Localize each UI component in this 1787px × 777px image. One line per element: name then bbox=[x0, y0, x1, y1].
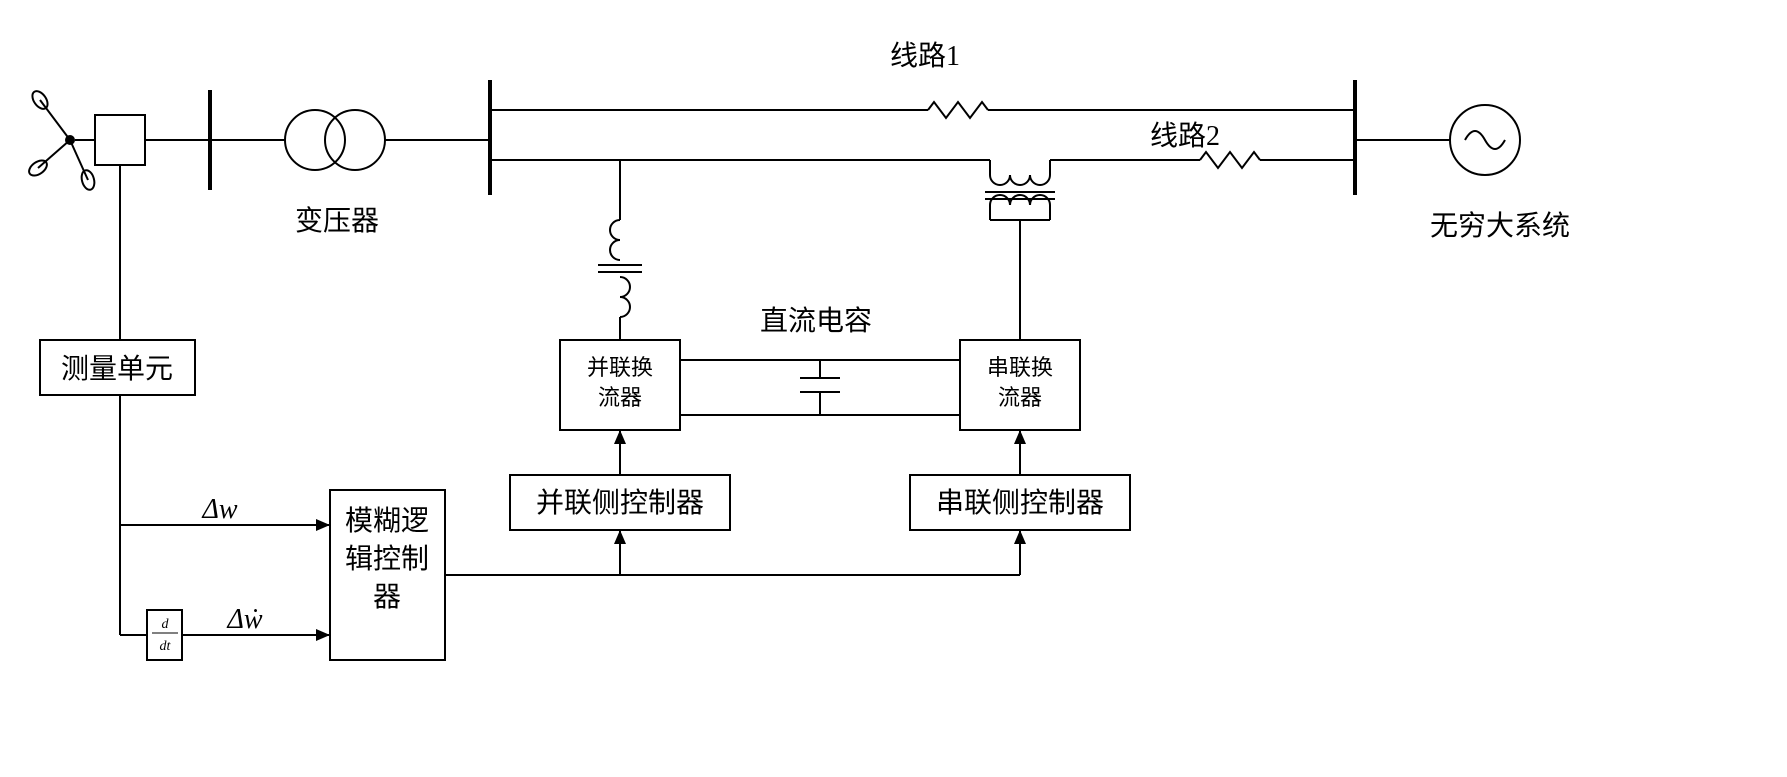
fuzzy-label-2: 辑控制 bbox=[345, 543, 429, 575]
dc-capacitor-label: 直流电容 bbox=[760, 305, 872, 337]
shunt-converter-label-1: 并联换 bbox=[587, 355, 653, 380]
shunt-coupling-transformer bbox=[598, 160, 642, 340]
deriv-numerator: d bbox=[162, 617, 170, 632]
fuzzy-label-3: 器 bbox=[373, 582, 401, 613]
series-converter-label-1: 串联换 bbox=[987, 355, 1053, 380]
transformer-icon bbox=[210, 110, 490, 170]
transformer-label: 变压器 bbox=[295, 205, 379, 237]
shunt-converter-label-2: 流器 bbox=[598, 385, 642, 410]
infinite-system-label: 无穷大系统 bbox=[1430, 210, 1570, 242]
fuzzy-label-1: 模糊逻 bbox=[345, 505, 429, 537]
series-controller-label: 串联侧控制器 bbox=[936, 487, 1104, 519]
delta-w-label: Δw bbox=[201, 494, 237, 525]
deriv-denominator: dt bbox=[160, 639, 172, 654]
generator-box bbox=[95, 115, 145, 165]
line-1 bbox=[490, 102, 1355, 118]
infinite-bus-icon bbox=[1355, 105, 1520, 175]
shunt-controller-label: 并联侧控制器 bbox=[536, 487, 704, 519]
dc-link bbox=[680, 360, 960, 415]
series-converter-label-2: 流器 bbox=[998, 385, 1042, 410]
delta-w-dot-label: Δẇ bbox=[226, 604, 262, 635]
line1-label: 线路1 bbox=[890, 40, 960, 72]
circuit-diagram: 变压器 线路1 线路2 无穷大系统 bbox=[20, 20, 1787, 757]
line2-label: 线路2 bbox=[1150, 120, 1220, 152]
series-coupling-transformer bbox=[985, 192, 1055, 340]
measurement-unit-label: 测量单元 bbox=[61, 353, 173, 385]
